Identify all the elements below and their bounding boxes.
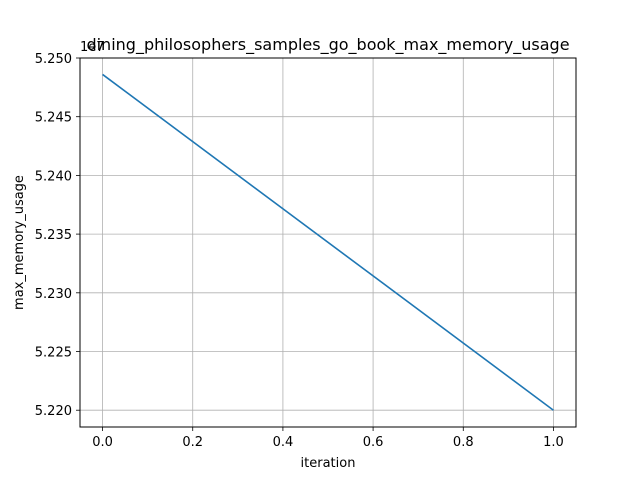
y-tick-label: 5.245 [35, 111, 72, 126]
y-tick-label: 5.240 [35, 169, 72, 184]
x-tick-label: 0.4 [273, 435, 294, 450]
y-axis-offset-label: 1e7 [80, 40, 105, 55]
x-axis-label: iteration [301, 456, 356, 471]
y-axis: 5.220 5.225 5.230 5.235 5.240 5.245 5.250 [35, 52, 80, 419]
x-tick-label: 0.2 [182, 435, 203, 450]
plot-frame [79, 57, 577, 428]
x-tick-label: 1.0 [543, 435, 564, 450]
series-line [102, 73, 554, 411]
x-tick-label: 0.6 [363, 435, 384, 450]
y-tick-label: 5.225 [35, 346, 72, 361]
x-axis: 0.0 0.2 0.4 0.6 0.8 1.0 [92, 427, 564, 450]
series-layer [102, 73, 554, 411]
y-tick-label: 5.230 [35, 287, 72, 302]
y-tick-label: 5.220 [35, 404, 72, 419]
y-tick-label: 5.250 [35, 52, 72, 67]
x-tick-label: 0.0 [92, 435, 113, 450]
x-tick-label: 0.8 [453, 435, 474, 450]
chart-title: dining_philosophers_samples_go_book_max_… [86, 35, 569, 55]
y-tick-label: 5.235 [35, 228, 72, 243]
y-axis-label: max_memory_usage [12, 175, 27, 310]
